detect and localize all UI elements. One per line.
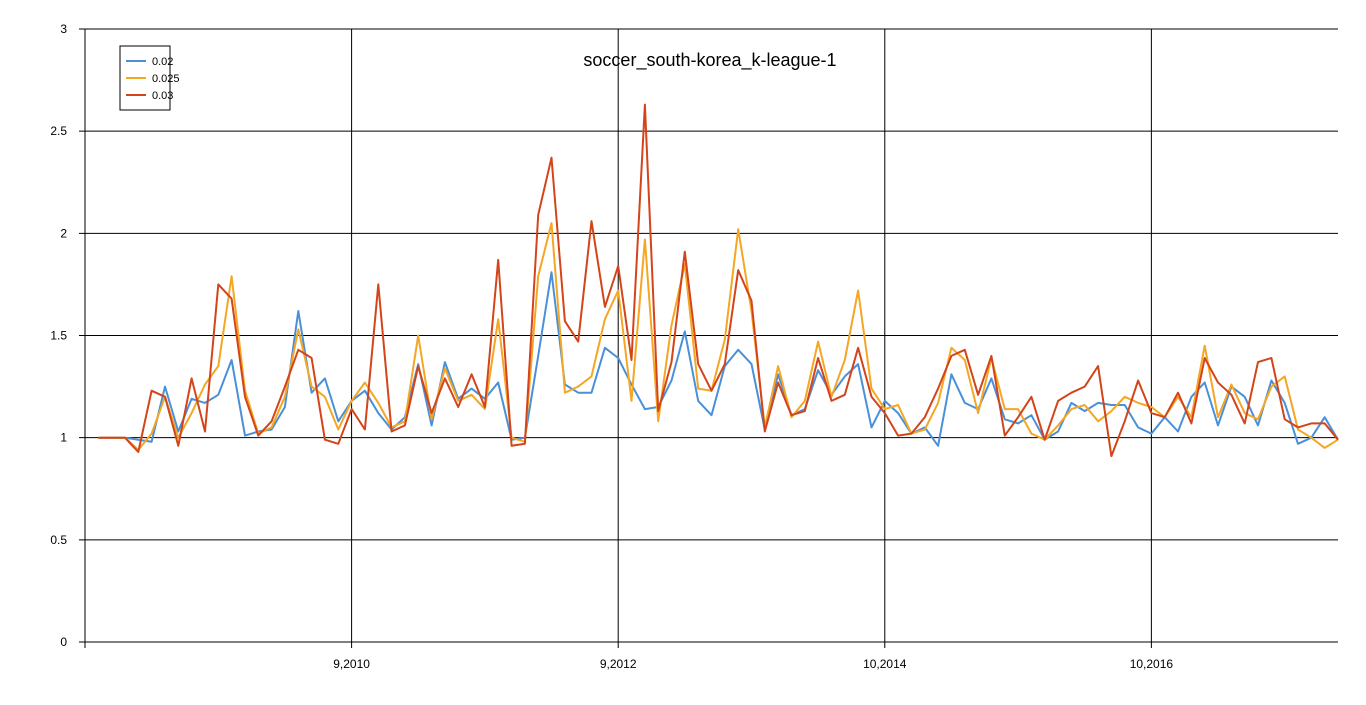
- x-axis-ticks: 9,2010 9,2012 10,2014 10,2016: [333, 657, 1173, 671]
- y-tick-label: 0: [60, 635, 67, 649]
- y-tick-label: 0.5: [50, 533, 67, 547]
- legend-label-0.025: 0.025: [152, 73, 180, 85]
- x-tick-label: 10,2016: [1130, 657, 1174, 671]
- series-line-0.03: [98, 103, 1339, 458]
- grid: [79, 28, 1338, 648]
- y-tick-label: 1.5: [50, 329, 67, 343]
- y-tick-label: 2: [60, 226, 67, 240]
- legend-label-0.03: 0.03: [152, 90, 173, 102]
- y-tick-label: 3: [60, 22, 67, 36]
- axes: [79, 29, 1338, 648]
- y-axis-ticks: 0 0.5 1 1.5 2 2.5 3: [50, 22, 67, 649]
- x-tick-label: 10,2014: [863, 657, 907, 671]
- legend-label-0.02: 0.02: [152, 56, 173, 68]
- y-tick-label: 1: [60, 431, 67, 445]
- x-tick-label: 9,2010: [333, 657, 370, 671]
- y-tick-label: 2.5: [50, 124, 67, 138]
- x-tick-label: 9,2012: [600, 657, 637, 671]
- chart-title: soccer_south-korea_k-league-1: [583, 50, 836, 71]
- series-lines: [98, 103, 1339, 458]
- series-line-0.02: [98, 271, 1339, 447]
- legend: 0.02 0.025 0.03: [119, 45, 180, 111]
